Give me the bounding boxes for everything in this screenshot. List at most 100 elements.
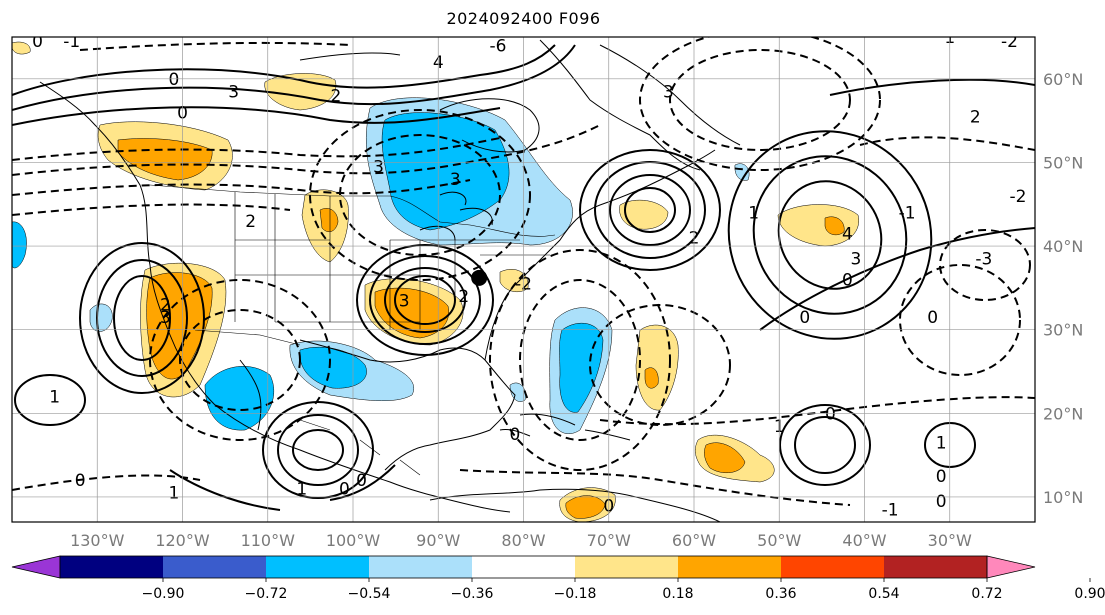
political-borders xyxy=(149,184,556,476)
longitude-tick-label: 100°W xyxy=(326,531,381,550)
colorbar-segment xyxy=(575,556,678,578)
contour-value-label: 0 xyxy=(799,308,810,328)
contour-line xyxy=(292,429,344,471)
coastlines xyxy=(39,39,741,522)
latitude-tick-label: 40°N xyxy=(1043,237,1083,256)
contour-value-label: -2 xyxy=(1009,187,1026,207)
central-america-borders xyxy=(299,419,421,476)
contour-line xyxy=(624,187,676,233)
contour-value-label: 3 xyxy=(373,158,384,178)
contour-line xyxy=(113,275,171,361)
longitude-tick-label: 130°W xyxy=(70,531,125,550)
contour-line xyxy=(369,255,481,345)
caribbean-islands xyxy=(499,413,631,441)
contour-value-label: 1 xyxy=(169,484,180,504)
contour-value-label: -1 xyxy=(63,32,80,52)
contour-line xyxy=(169,464,396,511)
contour-value-label: 2 xyxy=(970,107,981,127)
contour-value-label: 0 xyxy=(936,467,947,487)
colorbar-tick-label: 0.72 xyxy=(971,586,1002,602)
contour-line xyxy=(459,469,851,506)
negative-anomaly-area xyxy=(89,303,113,332)
contour-line xyxy=(519,279,641,441)
hudson-bay-coastline xyxy=(439,98,540,153)
contour-line xyxy=(79,41,351,51)
contour-value-label: 0 xyxy=(510,425,521,445)
contour-value-label: 3 xyxy=(399,291,410,311)
contour-line xyxy=(309,109,531,281)
contour-line xyxy=(579,149,721,271)
contour-line xyxy=(12,44,576,111)
colorbar-segment xyxy=(472,556,575,578)
contour-line xyxy=(179,309,301,411)
contour-line xyxy=(14,374,86,426)
mexico-border xyxy=(194,329,301,346)
contour-value-label: -6 xyxy=(489,36,506,56)
positive-anomaly-area xyxy=(12,41,31,55)
contour-line xyxy=(12,106,501,126)
contour-line xyxy=(339,134,501,256)
latitude-tick-label: 10°N xyxy=(1043,488,1083,507)
contour-value-label: 3 xyxy=(851,250,862,270)
canadian-arctic-coastline xyxy=(299,44,741,146)
contour-value-label: 0 xyxy=(936,492,947,512)
contour-value-label: -3 xyxy=(975,250,992,270)
labrador-coastline xyxy=(539,39,701,171)
positive-anomaly-core xyxy=(565,495,606,519)
negative-anomaly-area xyxy=(12,221,27,269)
contour-value-label: 2 xyxy=(331,87,342,107)
contour-line xyxy=(859,136,1035,151)
contour-line xyxy=(384,267,466,333)
latitude-tick-label: 60°N xyxy=(1043,70,1083,89)
contour-line xyxy=(12,137,501,161)
negative-anomaly-core xyxy=(559,322,604,413)
contour-value-label: 3 xyxy=(663,82,674,102)
positive-anomaly-area xyxy=(619,199,669,230)
contour-line xyxy=(262,401,374,499)
contour-value-label: 0 xyxy=(169,70,180,90)
graticule xyxy=(12,37,1035,522)
contour-line xyxy=(12,179,471,196)
positive-anomaly-area xyxy=(499,269,529,293)
colorbar-tick-label: −0.54 xyxy=(348,586,391,602)
contour-line xyxy=(277,414,359,486)
longitude-tick-label: 120°W xyxy=(155,531,210,550)
latitude-tick-label: 50°N xyxy=(1043,153,1083,172)
contour-line xyxy=(594,161,706,259)
colorbar-segment xyxy=(266,556,369,578)
contour-value-label: 0 xyxy=(825,404,836,424)
longitude-labels: 130°W 120°W 110°W 100°W 90°W 80°W 70°W 60°W 50°W… xyxy=(70,531,972,550)
longitude-tick-label: 80°W xyxy=(501,531,545,550)
longitude-tick-label: 30°W xyxy=(928,531,972,550)
colorbar-tick-label: 0.90 xyxy=(1074,586,1105,602)
contour-line xyxy=(12,474,201,491)
contour-value-label: 3 xyxy=(450,170,461,190)
contour-line xyxy=(79,242,205,394)
contour-line xyxy=(794,416,856,474)
positive-anomaly-core xyxy=(319,208,339,233)
longitude-tick-label: 110°W xyxy=(241,531,296,550)
anomaly-shading xyxy=(12,41,860,522)
contour-line xyxy=(899,264,1021,376)
colorbar-tick-label: −0.72 xyxy=(245,586,288,602)
dashed-contours xyxy=(12,37,1035,506)
longitude-tick-label: 60°W xyxy=(672,531,716,550)
contour-value-label: 2 xyxy=(245,212,256,232)
contour-line xyxy=(609,174,691,246)
colorbar-segment xyxy=(163,556,266,578)
contour-line xyxy=(759,227,1035,331)
contour-value-label: 0 xyxy=(339,480,350,500)
contour-value-label: 3 xyxy=(160,308,171,328)
colorbar-tick-label: 0.54 xyxy=(868,586,899,602)
positive-anomaly-core xyxy=(824,216,845,236)
contour-line xyxy=(12,44,556,96)
colorbar-tick-label: 0.18 xyxy=(662,586,693,602)
positive-anomaly-area xyxy=(777,204,860,247)
map-title: 2024092400 F096 xyxy=(446,9,601,28)
south-america-coastline xyxy=(429,488,721,522)
contour-line xyxy=(727,130,933,340)
contour-value-label: 0 xyxy=(927,308,938,328)
pacific-coastline xyxy=(39,81,511,513)
colorbar-segment xyxy=(884,556,987,578)
